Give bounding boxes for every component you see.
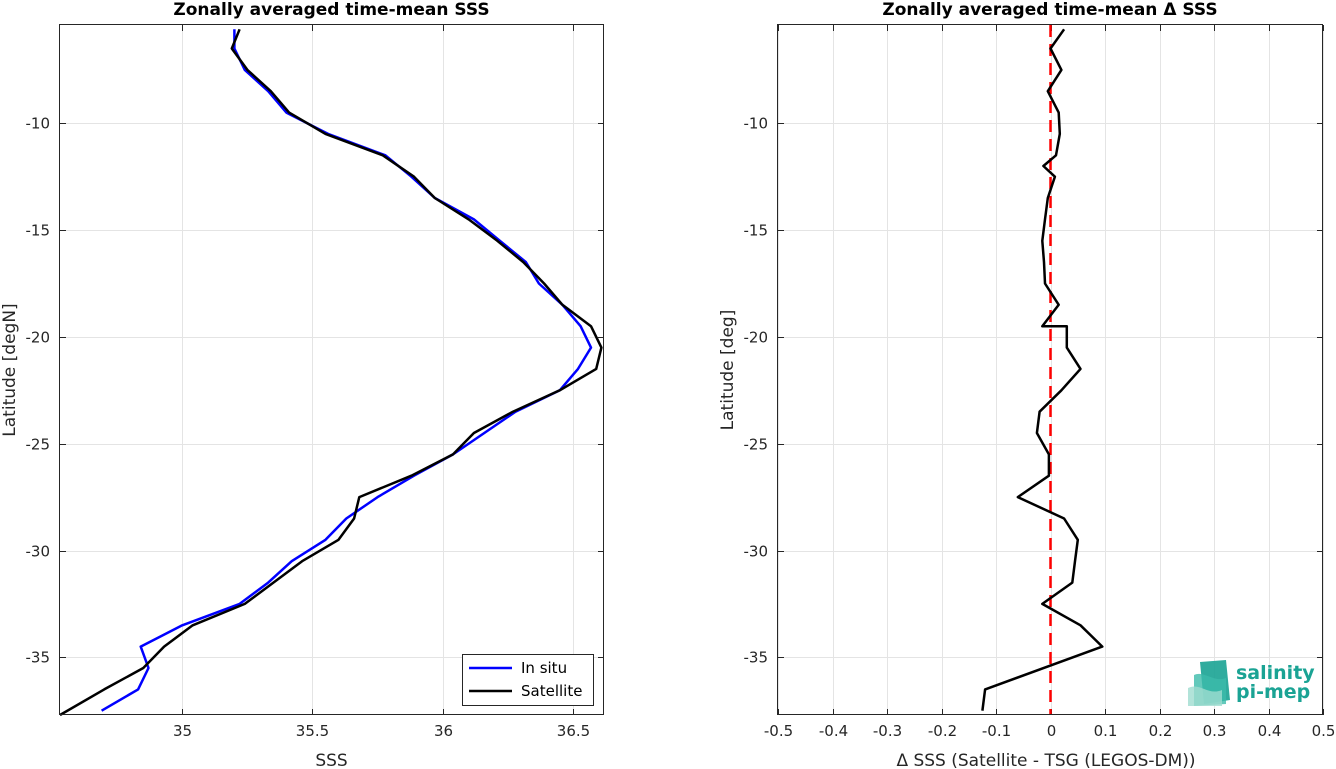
- series-line-delta-sss: [981, 28, 1104, 711]
- x-tick-label: 36.5: [557, 722, 590, 740]
- x-tick-label: -0.1: [982, 722, 1011, 740]
- x-tick-label: -0.4: [819, 722, 848, 740]
- x-tick-label: -0.5: [764, 722, 793, 740]
- x-tick-label: 35.5: [296, 722, 329, 740]
- x-tick-label: 35: [173, 722, 192, 740]
- y-tick-label: -30: [26, 543, 51, 561]
- y-tick-label: -10: [26, 115, 51, 133]
- y-tick-label: -25: [26, 436, 51, 454]
- series-layer: [59, 28, 603, 717]
- y-axis-label: Latitude [degN]: [0, 303, 20, 436]
- y-tick-label: -15: [26, 222, 51, 240]
- series-layer: [981, 25, 1104, 715]
- x-tick-label: 0: [1047, 722, 1057, 740]
- chart-delta-sss: Zonally averaged time-mean Δ SSS -0.5 -0.…: [718, 0, 1335, 769]
- chart-title: Zonally averaged time-mean Δ SSS: [882, 0, 1217, 20]
- legend-label-satellite: Satellite: [521, 682, 582, 700]
- wave-logo-icon: [1188, 660, 1230, 706]
- chart-sss: Zonally averaged time-mean SSS 35 35.5 36 3…: [0, 0, 604, 769]
- x-tick-label: -0.2: [928, 722, 957, 740]
- x-axis-label: SSS: [315, 751, 347, 769]
- series-line-satellite: [59, 28, 603, 717]
- legend-label-in-situ: In situ: [521, 659, 567, 677]
- axes-box: [777, 24, 1323, 715]
- x-tick-label: 0.1: [1094, 722, 1118, 740]
- series-line-in-situ: [100, 29, 593, 712]
- y-tick-label: -30: [744, 543, 769, 561]
- chart-title: Zonally averaged time-mean SSS: [173, 0, 489, 20]
- grid: [778, 25, 1324, 715]
- logo-text-line1: salinity: [1236, 662, 1315, 684]
- x-tick-label: 36: [434, 722, 453, 740]
- y-axis-label: Latitude [deg]: [718, 310, 738, 431]
- x-tick-label: 0.4: [1258, 722, 1282, 740]
- x-tick-label: 0.5: [1312, 722, 1336, 740]
- y-tick-label: -10: [744, 115, 769, 133]
- y-tick-label: -20: [744, 329, 769, 347]
- y-tick-label: -15: [744, 222, 769, 240]
- logo-text-line2: pi-mep: [1236, 681, 1310, 703]
- axes-box: [59, 24, 604, 715]
- axis-ticks: -0.5 -0.4 -0.3 -0.2 -0.1 0 0.1 0.2 0.3 0.4 0.5 -10 -…: [744, 25, 1336, 740]
- x-tick-label: 0.3: [1203, 722, 1227, 740]
- salinity-pi-mep-logo: salinity pi-mep: [1188, 660, 1315, 706]
- y-tick-label: -35: [26, 649, 51, 667]
- y-tick-label: -35: [744, 649, 769, 667]
- grid: [60, 25, 604, 715]
- y-tick-label: -20: [26, 329, 51, 347]
- x-tick-label: 0.2: [1149, 722, 1173, 740]
- y-tick-label: -25: [744, 436, 769, 454]
- x-axis-label: Δ SSS (Satellite - TSG (LEGOS-DM)): [896, 751, 1195, 769]
- legend-box: [462, 654, 594, 706]
- axis-ticks: 35 35.5 36 36.5 -10 -15 -20 -25 -30 -35: [26, 25, 604, 740]
- legend: In situ Satellite: [462, 654, 594, 706]
- x-tick-label: -0.3: [873, 722, 902, 740]
